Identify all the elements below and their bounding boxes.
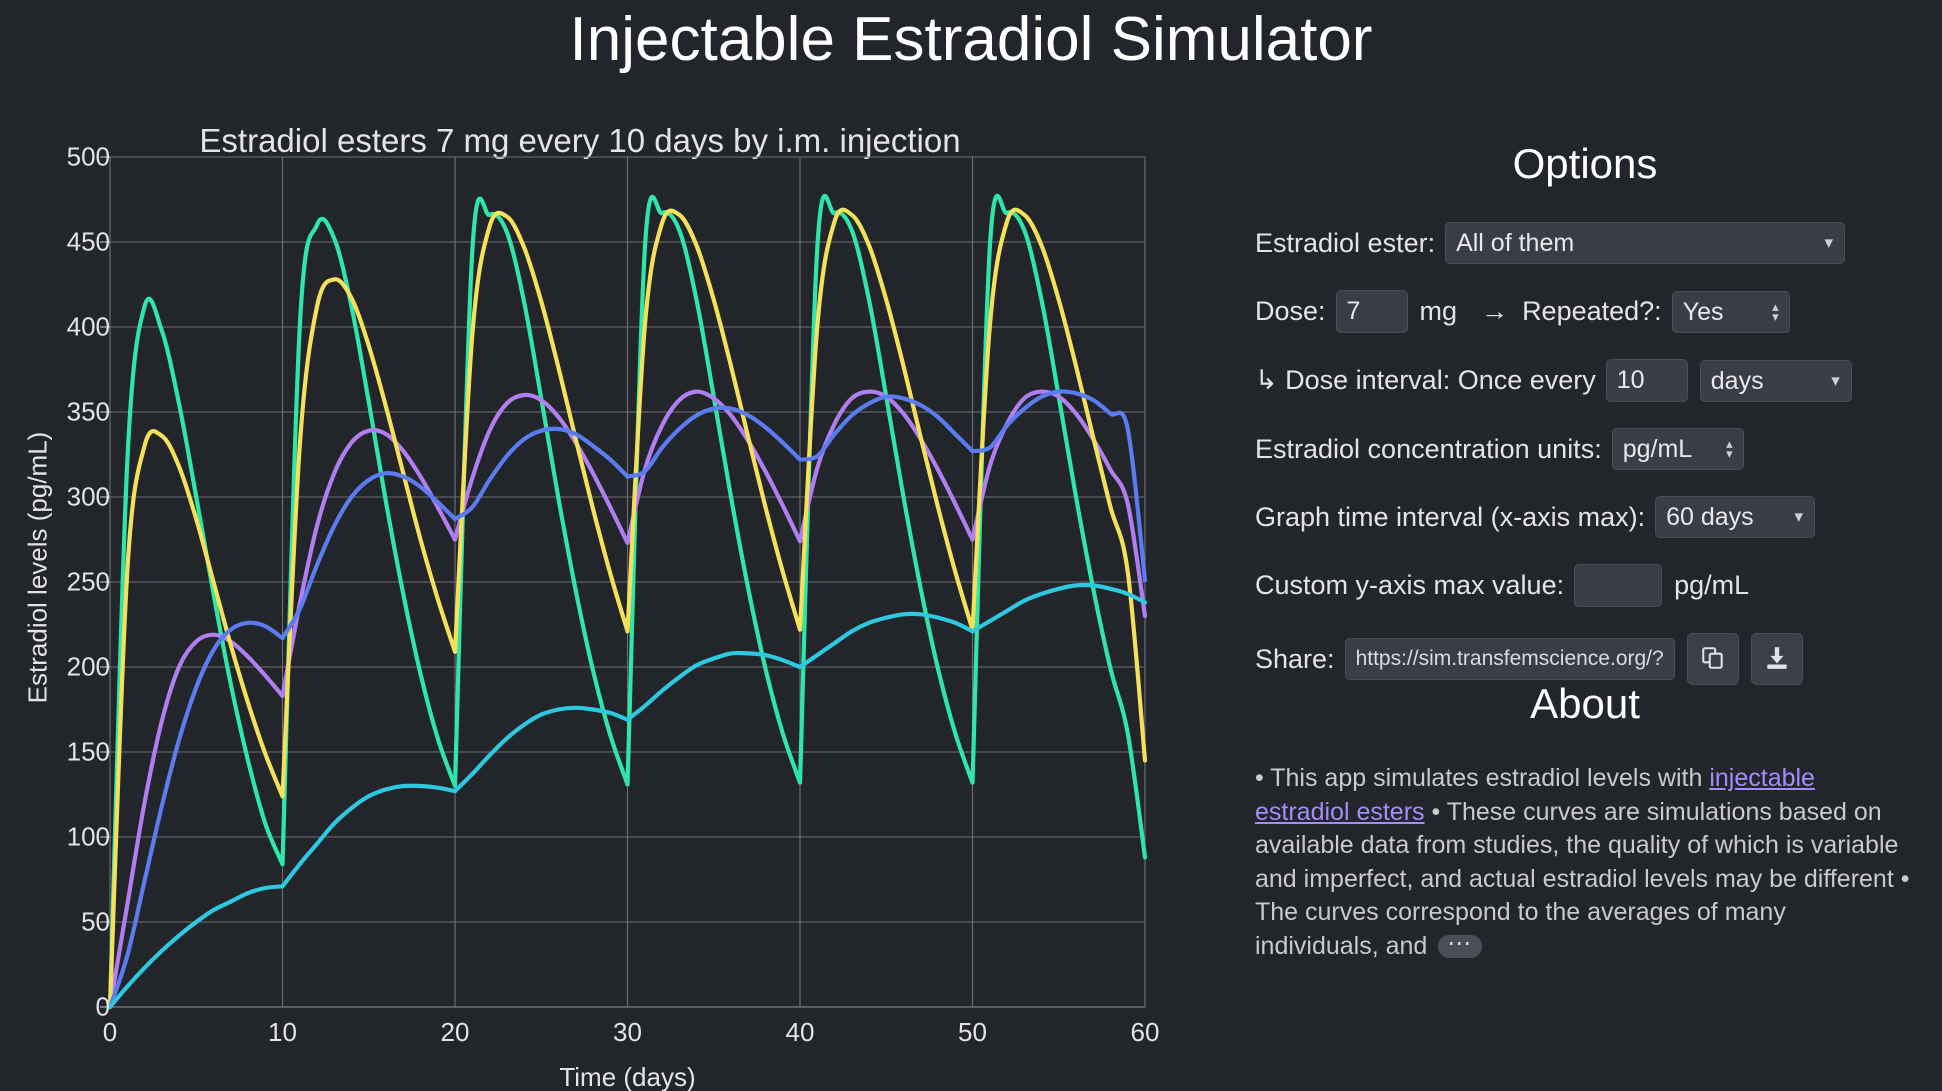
dose-input[interactable] (1335, 290, 1408, 333)
y-axis-tick-label: 350 (66, 396, 110, 427)
repeated-select-wrap: Yes ▴ ▾ (1671, 290, 1790, 333)
x-axis-tick-label: 0 (102, 1017, 118, 1047)
download-button[interactable] (1750, 633, 1803, 685)
x-axis-tick-label: 20 (440, 1017, 470, 1047)
ymax-unit-label: pg/mL (1674, 570, 1750, 600)
show-more-button[interactable]: ⋯ (1438, 932, 1483, 959)
options-heading: Options (1512, 140, 1658, 187)
option-row-timeframe: Graph time interval (x-axis max): 60 day… (1255, 496, 1915, 538)
y-axis-tick-label: 300 (66, 481, 110, 512)
options-panel: Options Estradiol ester: All of them ▾ D… (1255, 140, 1915, 711)
x-axis-tick-label: 30 (613, 1017, 642, 1047)
option-row-units: Estradiol concentration units: pg/mL ▴ ▾ (1255, 428, 1915, 470)
series-line (107, 193, 1148, 1010)
ester-label: Estradiol ester: (1255, 227, 1436, 258)
y-axis-tick-label: 250 (66, 566, 110, 597)
x-axis-tick-label: 50 (958, 1017, 987, 1047)
option-row-dose: Dose: mg → Repeated?: Yes ▴▾ (1255, 290, 1915, 333)
page-title: Injectable Estradiol Simulator (569, 5, 1373, 74)
y-axis-tick-label: 100 (66, 821, 110, 852)
series-line (107, 389, 1148, 1010)
series-line (107, 582, 1148, 1010)
y-axis-tick-label: 200 (66, 651, 110, 682)
line-chart-svg (100, 156, 1148, 1010)
timeframe-select-wrap: 60 days ▾ (1655, 496, 1816, 538)
y-axis-tick-label: 50 (81, 906, 110, 937)
x-axis-label: Time (days) (559, 1062, 696, 1091)
dose-unit-label: mg (1419, 296, 1458, 326)
plot-area: Estradiol levels (pg/mL) 0 50 100 150 200 250… (0, 122, 1185, 1091)
option-row-ester: Estradiol ester: All of them ▾ (1255, 222, 1915, 264)
custom-ymax-input[interactable] (1574, 564, 1663, 607)
x-axis-ticks: 0 10 20 30 40 50 60 (0, 1017, 1185, 1057)
estradiol-ester-select[interactable]: All of them (1445, 222, 1846, 264)
about-text: • This app simulates estradiol levels wi… (1255, 762, 1915, 963)
repeated-select[interactable]: Yes (1671, 290, 1790, 333)
about-text-part1: • This app simulates estradiol levels wi… (1255, 764, 1710, 792)
interval-unit-select[interactable]: days (1699, 359, 1852, 402)
arrow-icon: → (1481, 296, 1509, 326)
y-axis-tick-label: 450 (66, 226, 110, 257)
share-label: Share: (1255, 643, 1335, 674)
repeated-label: Repeated?: (1522, 296, 1662, 326)
x-axis-tick-label: 10 (268, 1017, 297, 1047)
about-panel: About • This app simulates estradiol lev… (1255, 680, 1915, 963)
y-axis-tick-label: 0 (95, 991, 110, 1022)
graph-time-interval-select[interactable]: 60 days (1655, 496, 1816, 538)
share-url-input[interactable] (1344, 638, 1675, 680)
option-row-share: Share: (1255, 633, 1915, 685)
y-axis-ticks: 0 50 100 150 200 250 300 350 400 450 500 (10, 122, 110, 1032)
concentration-units-select[interactable]: pg/mL (1611, 428, 1744, 470)
units-label: Estradiol concentration units: (1255, 433, 1602, 464)
download-icon (1764, 645, 1790, 674)
copy-icon (1700, 645, 1726, 674)
chart-panel: Estradiol esters 7 mg every 10 days by i… (0, 122, 1185, 1091)
interval-label: ↳ Dose interval: Once every (1255, 365, 1596, 395)
interval-unit-wrap: days ▾ (1699, 359, 1852, 402)
x-axis-tick-label: 60 (1130, 1017, 1160, 1047)
y-axis-tick-label: 150 (66, 736, 110, 767)
ester-select-wrap: All of them ▾ (1445, 222, 1846, 264)
timeframe-label: Graph time interval (x-axis max): (1255, 501, 1646, 532)
units-select-wrap: pg/mL ▴ ▾ (1611, 428, 1744, 470)
interval-input[interactable] (1605, 359, 1688, 402)
option-row-ymax: Custom y-axis max value: pg/mL (1255, 564, 1915, 607)
option-row-interval: ↳ Dose interval: Once every days ▾ (1255, 359, 1915, 402)
x-axis-tick-label: 40 (785, 1017, 815, 1047)
y-axis-tick-label: 400 (66, 311, 110, 342)
about-heading: About (1530, 680, 1640, 727)
ymax-label: Custom y-axis max value: (1255, 570, 1565, 600)
copy-button[interactable] (1686, 633, 1739, 685)
dose-label: Dose: (1255, 296, 1326, 326)
series-line (107, 207, 1148, 1010)
about-text-part2: • These curves are simulations based on … (1255, 797, 1910, 960)
y-axis-tick-label: 500 (66, 141, 110, 172)
injectable-esters-link[interactable]: injectable estradiol esters (1255, 764, 1815, 826)
chart-title: Estradiol esters 7 mg every 10 days by i… (199, 122, 961, 159)
